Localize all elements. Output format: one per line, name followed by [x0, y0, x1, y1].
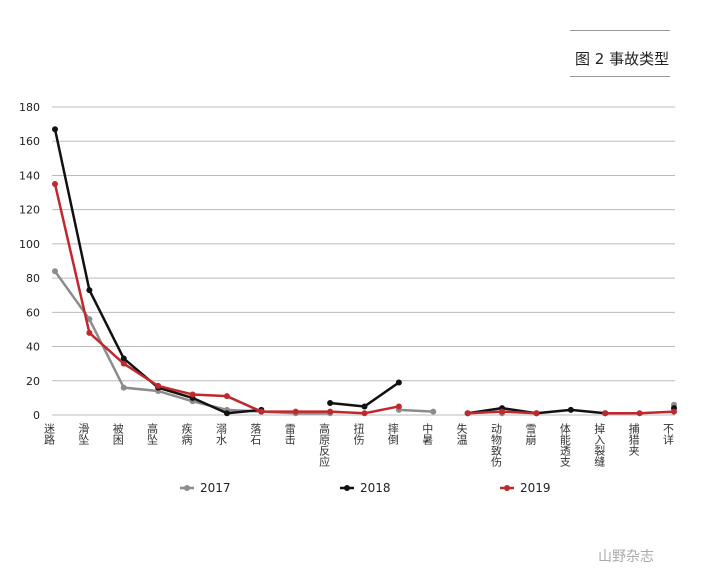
data-point-2019: [464, 410, 471, 417]
data-point-2018: [223, 410, 230, 417]
x-tick-label: 掉入裂缝: [593, 422, 606, 467]
y-tick-label: 0: [33, 409, 40, 422]
data-point-2019: [120, 360, 127, 367]
y-tick-label: 40: [26, 341, 40, 354]
legend-marker-2017: [184, 485, 190, 491]
title-rule-bottom: [570, 76, 670, 77]
x-tick-label: 雪崩: [524, 423, 537, 446]
legend-marker-2019: [504, 485, 510, 491]
x-tick-label: 动物致伤: [490, 423, 503, 468]
x-tick-label: 体能透支: [558, 422, 571, 468]
watermark: 山野杂志: [598, 549, 654, 565]
figure-title: 图 2 事故类型: [575, 50, 670, 68]
data-point-2019: [533, 410, 540, 417]
data-point-2019: [52, 181, 58, 187]
x-tick-label: 高原反应: [318, 422, 331, 468]
y-tick-label: 140: [19, 169, 40, 182]
data-point-2017: [120, 384, 127, 391]
x-tick-label: 滑坠: [77, 423, 90, 445]
series-line-2018: [329, 381, 400, 408]
x-tick-label: 溺水: [214, 423, 227, 445]
x-tick-label: 不详: [662, 423, 675, 445]
x-tick-label: 摔倒: [386, 422, 399, 445]
data-point-2019: [189, 391, 196, 398]
data-point-2019: [86, 329, 93, 336]
x-tick-label: 捕猎夹: [627, 422, 640, 457]
x-tick-label: 扭伤: [352, 422, 365, 446]
data-point-2019: [292, 408, 299, 415]
y-tick-label: 80: [26, 272, 40, 285]
series-line-2019: [53, 183, 400, 415]
x-tick-label: 迷路: [43, 423, 56, 446]
y-tick-label: 60: [26, 306, 40, 319]
data-point-2019: [671, 408, 677, 415]
x-tick-label: 失温: [455, 423, 468, 445]
x-tick-label: 中暑: [421, 423, 434, 445]
data-point-2018: [361, 403, 368, 410]
y-tick-label: 20: [26, 375, 40, 388]
y-tick-label: 100: [19, 238, 40, 251]
legend-label: 2017: [200, 481, 231, 495]
x-tick-label: 高坠: [146, 422, 159, 445]
data-point-2017: [52, 268, 58, 275]
data-point-2019: [361, 410, 368, 417]
data-point-2018: [86, 287, 93, 294]
series-line-2018: [53, 128, 262, 415]
x-tick-label: 雷击: [283, 423, 296, 445]
legend-marker-2018: [344, 485, 350, 491]
data-point-2019: [327, 408, 334, 415]
title-rule-top: [570, 30, 670, 31]
legend-label: 2019: [520, 481, 551, 495]
data-point-2019: [258, 408, 265, 415]
data-point-2017: [430, 408, 437, 415]
x-tick-label: 被困: [111, 423, 124, 446]
series-line-2017: [398, 408, 434, 413]
data-point-2017: [86, 316, 93, 323]
data-point-2018: [395, 379, 402, 386]
data-point-2018: [120, 355, 127, 362]
data-point-2019: [223, 393, 230, 400]
data-point-2019: [602, 410, 609, 417]
x-tick-label: 疾病: [180, 422, 193, 446]
y-tick-label: 120: [19, 204, 40, 217]
data-point-2019: [499, 408, 506, 415]
data-point-2018: [52, 126, 58, 133]
data-point-2019: [636, 410, 643, 417]
data-point-2019: [155, 382, 162, 389]
y-tick-label: 180: [19, 101, 40, 114]
x-tick-label: 落石: [249, 423, 262, 445]
data-point-2018: [327, 400, 334, 407]
legend-label: 2018: [360, 481, 391, 495]
y-tick-label: 160: [19, 135, 40, 148]
data-point-2019: [395, 403, 402, 410]
data-point-2018: [567, 406, 574, 413]
